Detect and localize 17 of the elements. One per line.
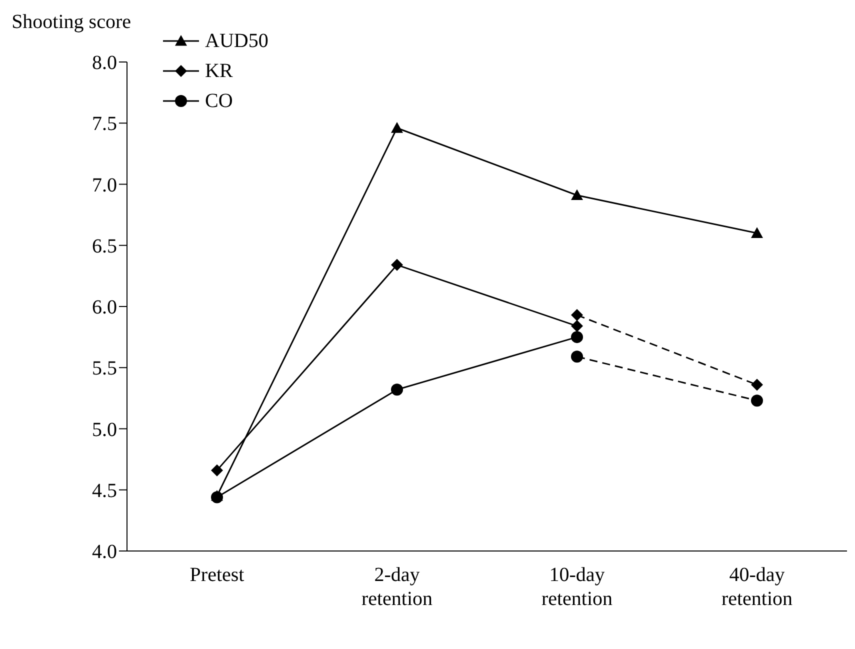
y-tick-label: 7.0 xyxy=(92,174,117,196)
x-tick-label: 10-day retention xyxy=(541,564,613,610)
x-tick-label: 40-day retention xyxy=(721,564,793,610)
y-tick-label: 4.5 xyxy=(92,480,117,502)
legend-label: AUD50 xyxy=(205,30,268,52)
y-tick-label: 7.5 xyxy=(92,113,117,136)
y-tick-label: 5.5 xyxy=(92,358,117,380)
y-tick-label: 6.0 xyxy=(92,296,117,319)
y-tick-label: 8.0 xyxy=(92,52,117,74)
y-tick-label: 6.5 xyxy=(92,235,117,258)
x-tick-label: 2-day retention xyxy=(361,564,433,610)
y-tick-label: 4.0 xyxy=(92,541,117,564)
y-axis-title: Shooting score xyxy=(12,11,132,33)
y-tick-label: 5.0 xyxy=(92,418,117,441)
legend-label: CO xyxy=(205,90,233,112)
legend-label: KR xyxy=(205,60,233,82)
x-tick-label: Pretest xyxy=(190,564,245,586)
